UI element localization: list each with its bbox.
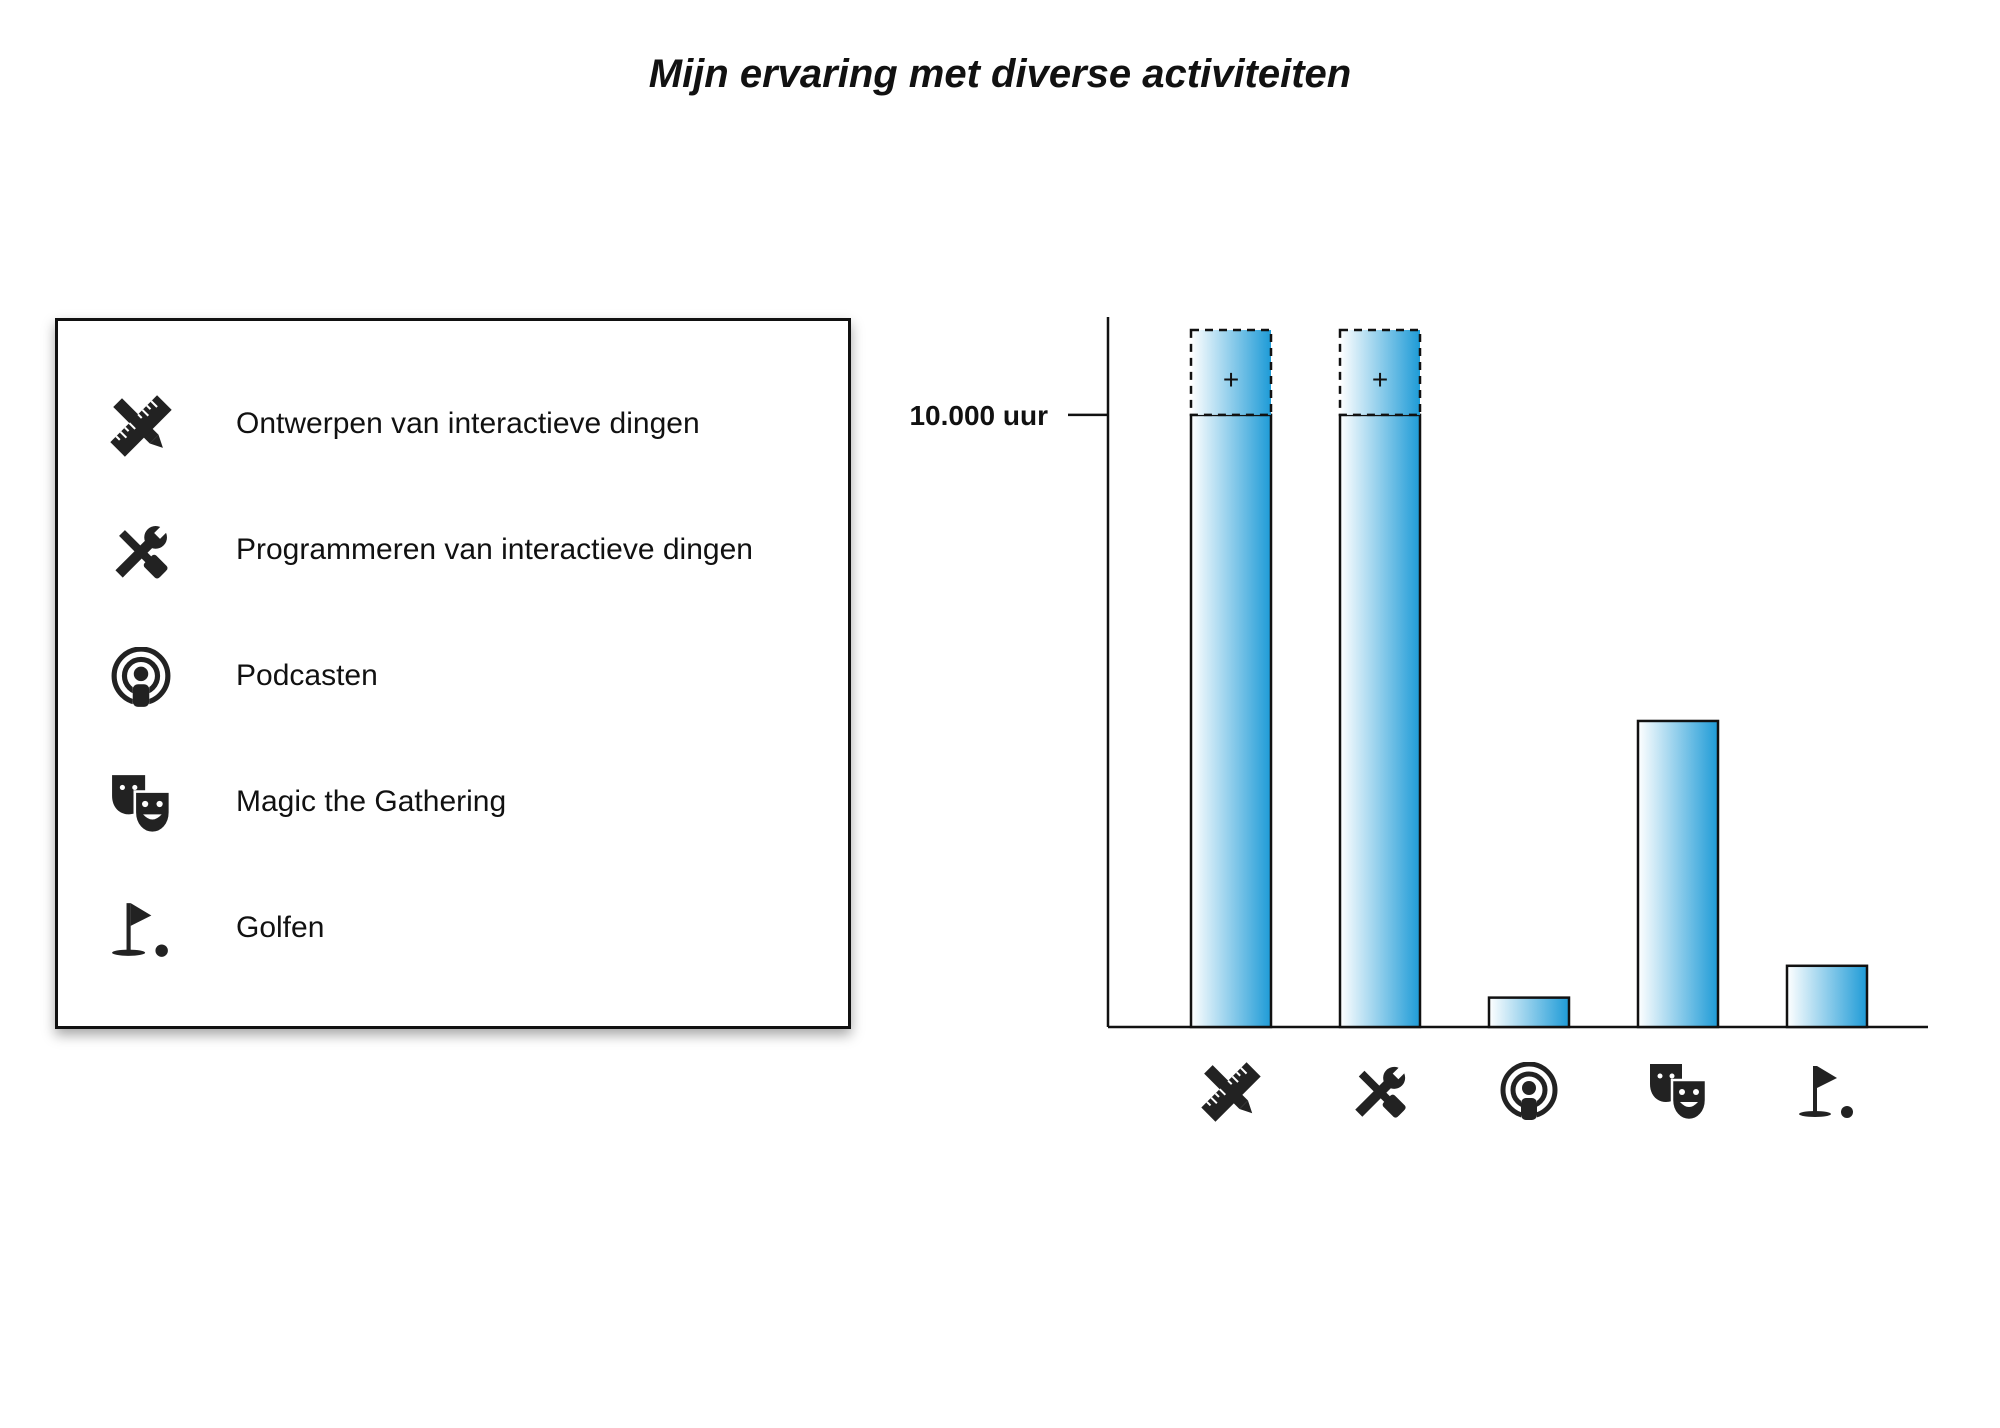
podcast-icon [1503,1064,1555,1122]
overflow-marker: + [1223,364,1239,395]
legend-item-golf: Golfen [58,879,848,979]
legend-item-programming: Programmeren van interactieve dingen [58,501,848,601]
bar [1636,719,1720,1029]
legend-item-magic: Magic the Gathering [58,753,848,853]
bar [1338,413,1422,1029]
legend: Ontwerpen van interactieve dingen Progra… [55,318,851,1029]
legend-item-design: Ontwerpen van interactieve dingen [58,375,848,475]
y-tick-label: 10.000 uur [909,400,1048,431]
theater-masks-icon [1648,1062,1708,1122]
legend-label: Podcasten [236,659,378,692]
bar [1487,996,1571,1029]
legend-label: Magic the Gathering [236,785,507,818]
legend-label: Golfen [236,911,325,944]
bar-overflow-box [1338,328,1422,417]
bar [1785,964,1869,1029]
overflow-marker: + [1372,364,1388,395]
chart-title: Mijn ervaring met diverse activiteiten [648,52,1352,96]
legend-item-podcast: Podcasten [58,627,848,727]
legend-label: Programmeren van interactieve dingen [236,533,753,566]
bar [1189,413,1273,1029]
bar-overflow-box [1189,328,1273,417]
legend-label: Ontwerpen van interactieve dingen [236,407,700,440]
wrench-screwdriver-icon [1351,1062,1410,1121]
design-tools-icon [1201,1062,1261,1122]
golf-flag-icon [1799,1066,1853,1118]
